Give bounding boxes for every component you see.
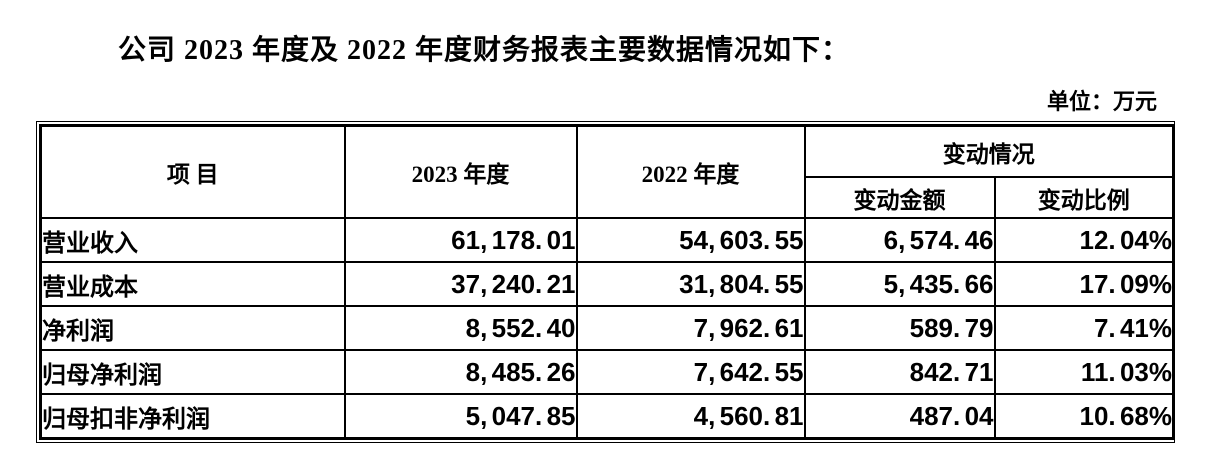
cell-change-ratio: 10. 68% — [993, 393, 1175, 440]
column-header-change-ratio: 变动比例 — [993, 176, 1175, 219]
row-item-label: 营业收入 — [39, 217, 346, 263]
column-header-change-group: 变动情况 — [803, 124, 1175, 178]
unit-label: 单位：万元 — [1046, 89, 1157, 114]
cell-year-2023: 8, 552. 40 — [343, 305, 578, 351]
row-item-label: 归母扣非净利润 — [39, 393, 346, 440]
row-item-label: 净利润 — [39, 305, 346, 351]
table-row: 归母净利润 8, 485. 26 7, 642. 55 842. 71 11. … — [39, 349, 1175, 395]
cell-year-2022: 7, 962. 61 — [575, 305, 806, 351]
cell-year-2023: 61, 178. 01 — [343, 217, 578, 263]
column-header-year-2022: 2022 年度 — [575, 124, 806, 219]
column-header-year-2023: 2023 年度 — [343, 124, 578, 219]
cell-year-2022: 54, 603. 55 — [575, 217, 806, 263]
column-header-item: 项 目 — [39, 124, 346, 219]
financial-table-outer-border: 项 目 2023 年度 2022 年度 变动情况 变动金额 变动比例 营业收入 … — [36, 121, 1175, 443]
cell-change-amount: 589. 79 — [803, 305, 996, 351]
cell-change-ratio: 17. 09% — [993, 261, 1175, 307]
row-item-label: 营业成本 — [39, 261, 346, 307]
cell-year-2022: 4, 560. 81 — [575, 393, 806, 440]
cell-change-amount: 6, 574. 46 — [803, 217, 996, 263]
financial-table: 项 目 2023 年度 2022 年度 变动情况 变动金额 变动比例 营业收入 … — [39, 124, 1175, 440]
cell-change-ratio: 11. 03% — [993, 349, 1175, 395]
table-row: 净利润 8, 552. 40 7, 962. 61 589. 79 7. 41% — [39, 305, 1175, 351]
column-header-change-amount: 变动金额 — [803, 176, 996, 219]
cell-year-2023: 5, 047. 85 — [343, 393, 578, 440]
cell-year-2023: 8, 485. 26 — [343, 349, 578, 395]
row-item-label: 归母净利润 — [39, 349, 346, 395]
table-header-row-2: 变动金额 变动比例 — [41, 176, 1175, 219]
cell-change-ratio: 12. 04% — [993, 217, 1175, 263]
cell-change-ratio: 7. 41% — [993, 305, 1175, 351]
page-title: 公司 2023 年度及 2022 年度财务报表主要数据情况如下： — [118, 35, 851, 66]
table-row: 营业成本 37, 240. 21 31, 804. 55 5, 435. 66 … — [39, 261, 1175, 307]
cell-change-amount: 842. 71 — [803, 349, 996, 395]
cell-change-amount: 487. 04 — [803, 393, 996, 440]
cell-year-2022: 31, 804. 55 — [575, 261, 806, 307]
table-row: 营业收入 61, 178. 01 54, 603. 55 6, 574. 46 … — [39, 217, 1175, 263]
cell-year-2022: 7, 642. 55 — [575, 349, 806, 395]
cell-year-2023: 37, 240. 21 — [343, 261, 578, 307]
table-row: 归母扣非净利润 5, 047. 85 4, 560. 81 487. 04 10… — [39, 393, 1175, 440]
table-header-row-1: 项 目 2023 年度 2022 年度 变动情况 — [39, 124, 1175, 219]
cell-change-amount: 5, 435. 66 — [803, 261, 996, 307]
